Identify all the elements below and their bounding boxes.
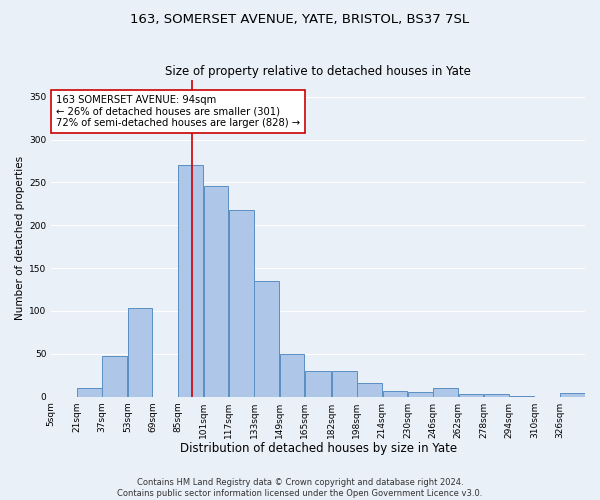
Bar xyxy=(102,356,127,397)
X-axis label: Distribution of detached houses by size in Yate: Distribution of detached houses by size … xyxy=(179,442,457,455)
Bar xyxy=(560,393,585,396)
Text: 163, SOMERSET AVENUE, YATE, BRISTOL, BS37 7SL: 163, SOMERSET AVENUE, YATE, BRISTOL, BS3… xyxy=(130,12,470,26)
Bar xyxy=(77,388,102,396)
Bar xyxy=(383,392,407,396)
Bar xyxy=(280,354,304,397)
Text: Contains HM Land Registry data © Crown copyright and database right 2024.
Contai: Contains HM Land Registry data © Crown c… xyxy=(118,478,482,498)
Bar xyxy=(458,394,484,396)
Bar xyxy=(178,166,203,396)
Bar xyxy=(254,281,279,396)
Y-axis label: Number of detached properties: Number of detached properties xyxy=(15,156,25,320)
Bar xyxy=(305,371,331,396)
Text: 163 SOMERSET AVENUE: 94sqm
← 26% of detached houses are smaller (301)
72% of sem: 163 SOMERSET AVENUE: 94sqm ← 26% of deta… xyxy=(56,95,300,128)
Bar xyxy=(203,186,229,396)
Bar xyxy=(433,388,458,396)
Bar xyxy=(229,210,254,396)
Bar xyxy=(357,383,382,396)
Bar xyxy=(408,392,433,396)
Bar xyxy=(484,394,509,396)
Bar xyxy=(128,308,152,396)
Bar xyxy=(332,371,357,396)
Title: Size of property relative to detached houses in Yate: Size of property relative to detached ho… xyxy=(165,66,471,78)
